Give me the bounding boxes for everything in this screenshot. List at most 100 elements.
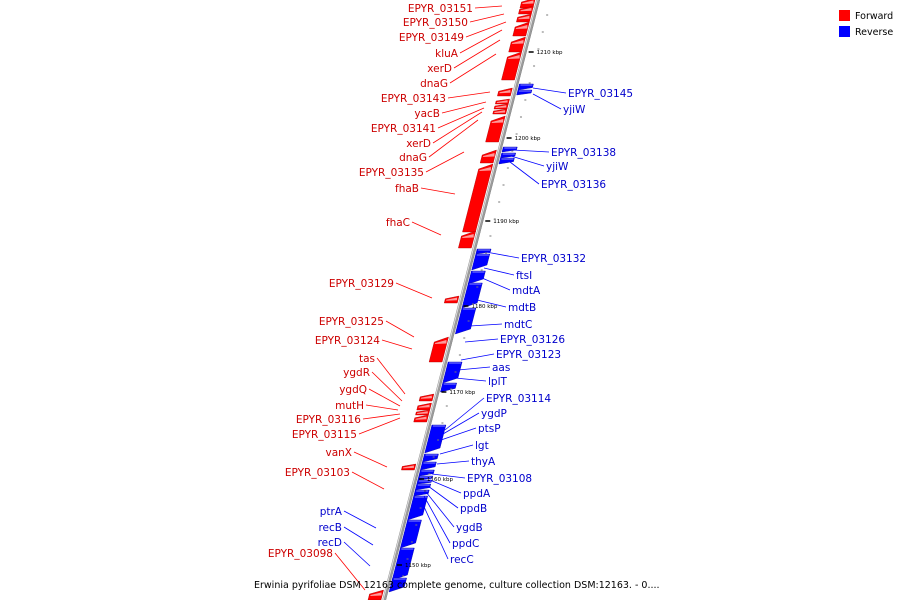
gene-name: ygdB xyxy=(456,522,483,534)
forward-gene-label: EPYR_03151 xyxy=(408,3,503,15)
gene-name: EPYR_03136 xyxy=(541,179,606,191)
forward-gene-feature xyxy=(479,149,497,164)
forward-gene-label: EPYR_03125 xyxy=(319,316,415,338)
gene-highlight xyxy=(403,465,414,469)
leader-line xyxy=(419,497,449,560)
gene-name: EPYR_03135 xyxy=(359,167,424,179)
legend-reverse-label: Reverse xyxy=(855,27,893,38)
leader-line xyxy=(411,221,442,236)
gene-shape xyxy=(420,461,437,471)
tick-label: 1150 kbp xyxy=(405,563,431,569)
leader-line xyxy=(351,471,385,490)
leader-line xyxy=(469,323,503,327)
gene-name: kluA xyxy=(435,48,459,60)
leader-line xyxy=(457,366,491,371)
reverse-gene-label: EPYR_03108 xyxy=(431,473,532,485)
forward-gene-feature xyxy=(462,163,494,233)
scale-tick: 1180 kbp xyxy=(463,304,498,310)
gene-name: yjiW xyxy=(563,104,586,116)
reverse-gene-label: ppdC xyxy=(423,495,479,550)
forward-gene-label: EPYR_03141 xyxy=(371,107,485,135)
gene-highlight xyxy=(511,40,524,44)
gene-highlight xyxy=(425,454,438,456)
forward-gene-feature xyxy=(501,51,522,81)
forward-gene-feature xyxy=(508,36,526,53)
forward-gene-label: dnaG xyxy=(420,53,497,90)
leader-line xyxy=(362,413,401,420)
leader-line xyxy=(423,495,451,544)
gene-shape xyxy=(454,307,477,335)
backbone-highlight xyxy=(382,0,538,600)
forward-gene-label: EPYR_03124 xyxy=(315,335,413,350)
reverse-gene-label: ptsP xyxy=(440,423,501,441)
gene-name: EPYR_03116 xyxy=(296,414,361,426)
gene-name: EPYR_03114 xyxy=(486,393,551,405)
gene-highlight xyxy=(518,90,531,92)
leader-line xyxy=(447,91,491,99)
gene-name: ppdA xyxy=(463,488,491,500)
gene-name: ygdP xyxy=(481,408,507,420)
forward-gene-label: EPYR_03115 xyxy=(292,417,401,441)
forward-gene-feature xyxy=(516,13,532,23)
gene-shape xyxy=(407,495,428,521)
reverse-gene-feature xyxy=(416,479,433,485)
tick-label: 1190 kbp xyxy=(493,219,519,225)
gene-highlight xyxy=(462,234,474,238)
gene-name: EPYR_03098 xyxy=(268,548,333,560)
gene-features xyxy=(367,0,536,600)
reverse-gene-feature xyxy=(391,547,415,581)
forward-gene-label: EPYR_03149 xyxy=(399,21,507,44)
leader-line xyxy=(454,377,487,382)
forward-gene-label: EPYR_03143 xyxy=(381,91,491,105)
reverse-gene-label: recB xyxy=(318,522,374,546)
reverse-gene-feature xyxy=(407,495,428,521)
forward-gene-feature xyxy=(418,393,435,402)
reverse-gene-label: ygdP xyxy=(442,408,507,435)
gene-name: EPYR_03129 xyxy=(329,278,394,290)
gene-highlight xyxy=(401,548,414,550)
gene-shape xyxy=(471,253,491,271)
leader-line xyxy=(442,412,480,435)
leader-line xyxy=(432,111,483,144)
leader-line xyxy=(532,87,567,94)
leader-line xyxy=(436,460,470,465)
gene-name: EPYR_03149 xyxy=(399,32,464,44)
tick-label: 1160 kbp xyxy=(427,477,453,483)
leader-line xyxy=(509,161,540,185)
gene-highlight xyxy=(415,416,427,420)
gene-highlight xyxy=(496,100,508,103)
forward-gene-feature xyxy=(485,115,506,143)
gene-name: lgt xyxy=(475,440,489,452)
gene-highlight xyxy=(434,340,447,344)
leader-line xyxy=(428,119,479,158)
gene-highlight xyxy=(502,153,515,155)
gene-shape xyxy=(400,519,422,549)
leader-line xyxy=(368,388,401,407)
reverse-gene-label: recC xyxy=(419,497,474,566)
reverse-gene-feature xyxy=(516,89,533,96)
reverse-gene-feature xyxy=(475,248,492,255)
legend-reverse-swatch xyxy=(839,26,850,37)
gene-highlight xyxy=(504,147,517,149)
forward-gene-label: EPYR_03129 xyxy=(329,278,433,299)
forward-gene-feature xyxy=(492,108,508,115)
leader-line xyxy=(429,479,462,494)
gene-name: ppdC xyxy=(452,538,479,550)
gene-shape xyxy=(422,453,439,463)
reverse-gene-feature xyxy=(420,461,437,471)
leader-line xyxy=(510,155,545,167)
gene-name: EPYR_03141 xyxy=(371,123,436,135)
gene-name: yacB xyxy=(414,108,440,120)
gene-name: ptrA xyxy=(320,506,343,518)
leader-line xyxy=(381,339,413,350)
leader-line xyxy=(395,282,433,299)
gene-shape xyxy=(391,547,415,581)
reverse-gene-feature xyxy=(461,282,483,309)
gene-highlight xyxy=(420,395,432,399)
gene-name: fhaB xyxy=(395,183,419,195)
forward-gene-label: xerD xyxy=(427,39,501,75)
forward-gene-label: EPYR_03135 xyxy=(359,151,465,179)
gene-name: aas xyxy=(492,362,510,374)
leader-line xyxy=(512,149,550,153)
gene-shape xyxy=(512,21,530,37)
